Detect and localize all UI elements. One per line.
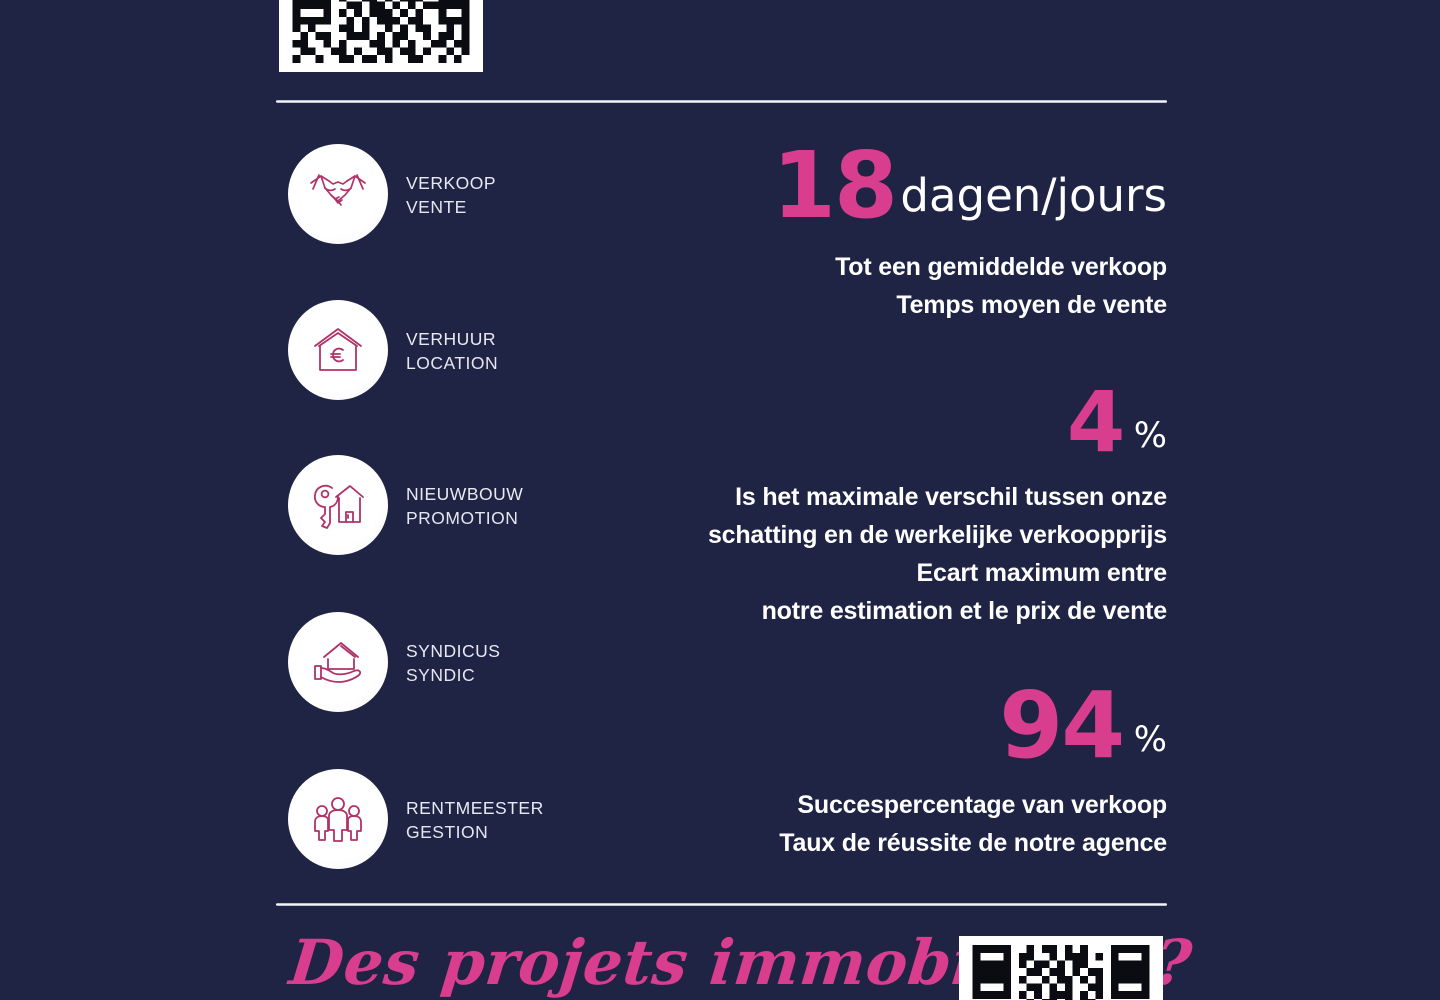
stats-list: 18 dagen/jours Tot een gemiddelde verkoo… <box>607 104 1167 902</box>
stat-unit: % <box>1133 416 1167 456</box>
stat-figure: 94 % <box>607 680 1167 772</box>
stat-number: 4 <box>1066 373 1125 471</box>
qr-code-bottom[interactable] <box>959 936 1163 1000</box>
service-labels: RENTMEESTER GESTION <box>406 796 544 843</box>
stat-figure: 18 dagen/jours <box>607 140 1167 232</box>
stat-figure: 4 % <box>607 380 1167 464</box>
handshake-icon <box>288 144 388 244</box>
service-item-nieuwbouw[interactable]: NIEUWBOUW PROMOTION <box>288 453 523 557</box>
stat-unit: dagen/jours <box>900 169 1167 222</box>
footer-row: Des projets immobiliers ? <box>276 926 1196 1000</box>
service-label-fr: GESTION <box>406 821 489 842</box>
service-labels: VERKOOP VENTE <box>406 171 496 218</box>
stat-unit: % <box>1133 720 1167 760</box>
stat-success-rate: 94 % Succespercentage van verkoop Taux d… <box>607 680 1167 862</box>
stat-desc-fr: Temps moyen de vente <box>896 291 1167 319</box>
services-list: VERKOOP VENTE <box>288 104 688 902</box>
service-item-rentmeester[interactable]: RENTMEESTER GESTION <box>288 767 544 871</box>
service-label-fr: VENTE <box>406 196 467 217</box>
stat-number: 94 <box>999 672 1125 779</box>
stat-desc-fr-2: notre estimation et le prix de vente <box>761 597 1168 625</box>
stat-desc-nl: Succespercentage van verkoop <box>797 791 1167 819</box>
stat-desc-nl-2: schatting en de werkelijke verkoopprijs <box>707 521 1167 549</box>
service-item-verhuur[interactable]: VERHUUR LOCATION <box>288 298 498 402</box>
service-label-nl: VERKOOP <box>406 172 497 193</box>
stat-average-sale-time: 18 dagen/jours Tot een gemiddelde verkoo… <box>607 140 1167 324</box>
header-row: vraag uw nauwkeurige waardebepaling ” <box>276 0 1167 72</box>
content-area: vraag uw nauwkeurige waardebepaling ” <box>276 0 1196 1000</box>
stat-max-estimation-gap: 4 % Is het maximale verschil tussen onze… <box>607 380 1167 630</box>
stat-desc-fr: Taux de réussite de notre agence <box>779 829 1167 857</box>
service-label-nl: SYNDICUS <box>406 640 501 661</box>
stat-description: Is het maximale verschil tussen onze sch… <box>607 478 1167 630</box>
house-key-icon <box>288 455 388 555</box>
service-label-fr: PROMOTION <box>406 507 519 528</box>
service-item-syndicus[interactable]: SYNDICUS SYNDIC <box>288 610 500 714</box>
main-area: VERKOOP VENTE <box>276 104 1167 902</box>
service-labels: SYNDICUS SYNDIC <box>406 639 500 686</box>
stat-desc-nl: Tot een gemiddelde verkoop <box>835 253 1167 281</box>
service-label-fr: SYNDIC <box>406 664 476 685</box>
service-label-nl: RENTMEESTER <box>406 797 544 818</box>
service-item-verkoop[interactable]: VERKOOP VENTE <box>288 142 496 246</box>
service-labels: VERHUUR LOCATION <box>406 327 498 374</box>
stat-desc-fr: Ecart maximum entre <box>916 559 1168 587</box>
stat-description: Succespercentage van verkoop Taux de réu… <box>607 786 1167 862</box>
three-people-icon <box>288 769 388 869</box>
service-label-nl: NIEUWBOUW <box>406 483 524 504</box>
divider-top <box>276 100 1167 103</box>
hand-house-icon <box>288 612 388 712</box>
house-euro-icon <box>288 300 388 400</box>
service-label-fr: LOCATION <box>406 352 499 373</box>
stat-desc-nl: Is het maximale verschil tussen onze <box>735 483 1167 511</box>
stat-description: Tot een gemiddelde verkoop Temps moyen d… <box>607 248 1167 324</box>
service-labels: NIEUWBOUW PROMOTION <box>406 482 523 529</box>
divider-bottom <box>276 903 1167 906</box>
stat-number: 18 <box>771 132 898 239</box>
service-label-nl: VERHUUR <box>406 328 497 349</box>
qr-code-top[interactable] <box>279 0 483 72</box>
